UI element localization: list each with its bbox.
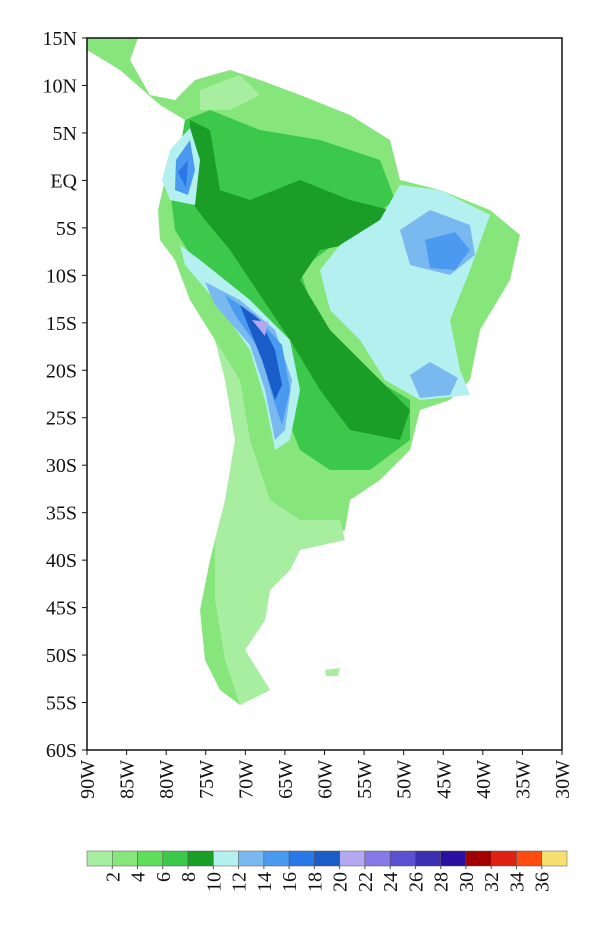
x-tick-label: 65W bbox=[275, 760, 297, 799]
colorbar-box bbox=[288, 850, 315, 867]
colorbar-label: 6 bbox=[153, 872, 175, 882]
x-tick-label: 45W bbox=[433, 760, 455, 799]
north-pale bbox=[200, 75, 260, 110]
colorbar-box bbox=[339, 850, 366, 867]
x-tick-label: 90W bbox=[77, 760, 99, 799]
colorbar-box bbox=[263, 850, 290, 867]
y-tick-label: 25S bbox=[46, 408, 77, 430]
y-tick-label: 50S bbox=[46, 645, 77, 667]
colorbar-box bbox=[389, 850, 416, 867]
colorbar-label: 18 bbox=[304, 872, 326, 892]
x-tick-label: 55W bbox=[354, 760, 376, 799]
colorbar-box bbox=[440, 850, 467, 867]
x-tick-label: 75W bbox=[196, 760, 218, 799]
y-tick-label: 5S bbox=[56, 218, 77, 240]
colorbar-box bbox=[112, 850, 138, 867]
colorbar-box bbox=[490, 850, 517, 867]
colorbar-label: 4 bbox=[128, 872, 150, 882]
colorbar-label: 30 bbox=[456, 872, 478, 892]
colorbar-label: 26 bbox=[405, 872, 427, 892]
x-tick-label: 80W bbox=[156, 760, 178, 799]
x-tick-label: 40W bbox=[473, 760, 495, 799]
y-tick-label: 5N bbox=[53, 123, 77, 145]
colorbar-label: 24 bbox=[380, 872, 402, 892]
y-tick-label: 15N bbox=[43, 28, 77, 50]
colorbar-label: 36 bbox=[532, 872, 554, 892]
colorbar-box bbox=[238, 850, 265, 867]
colorbar-box bbox=[516, 850, 542, 867]
colorbar-label: 12 bbox=[229, 872, 251, 892]
y-tick-label: 45S bbox=[46, 598, 77, 620]
y-tick-label: EQ bbox=[50, 170, 77, 192]
y-tick-label: 10N bbox=[43, 75, 77, 97]
dry-south bbox=[215, 340, 345, 705]
colorbar-box bbox=[364, 850, 391, 867]
y-tick-label: 60S bbox=[46, 740, 77, 762]
tierra bbox=[325, 668, 340, 676]
colorbar-label: 16 bbox=[279, 872, 301, 892]
colorbar-label: 32 bbox=[481, 872, 503, 892]
colorbar-box bbox=[415, 850, 441, 867]
colorbar-box bbox=[137, 850, 164, 867]
colorbar-box bbox=[541, 850, 568, 867]
colorbar-box bbox=[162, 850, 189, 867]
east-moist-2 bbox=[410, 362, 458, 398]
colorbar-label: 34 bbox=[506, 872, 528, 892]
x-tick-label: 50W bbox=[394, 760, 416, 799]
colorbar-box bbox=[187, 850, 214, 867]
y-tick-label: 40S bbox=[46, 550, 77, 572]
colorbar-box bbox=[314, 850, 340, 867]
y-tick-label: 15S bbox=[46, 313, 77, 335]
colorbar-box bbox=[213, 850, 239, 867]
colorbar-label: 14 bbox=[254, 872, 276, 892]
colorbar-label: 20 bbox=[330, 872, 352, 892]
y-tick-label: 20S bbox=[46, 360, 77, 382]
colorbar-label: 10 bbox=[203, 872, 225, 892]
colorbar-box bbox=[86, 850, 113, 867]
colorbar-label: 2 bbox=[102, 872, 124, 882]
x-tick-label: 35W bbox=[512, 760, 534, 799]
y-tick-label: 35S bbox=[46, 503, 77, 525]
land bbox=[87, 38, 520, 705]
y-tick-label: 30S bbox=[46, 455, 77, 477]
andes-peak bbox=[240, 305, 282, 400]
x-tick-label: 30W bbox=[552, 760, 574, 799]
andes-wet bbox=[205, 282, 292, 440]
x-tick-label: 60W bbox=[315, 760, 337, 799]
colombia-core bbox=[178, 160, 188, 188]
colorbar-label: 8 bbox=[178, 872, 200, 882]
core-wet bbox=[190, 120, 410, 440]
y-tick-label: 10S bbox=[46, 265, 77, 287]
y-tick-label: 55S bbox=[46, 693, 77, 715]
x-tick-label: 85W bbox=[117, 760, 139, 799]
colorbar-box bbox=[465, 850, 492, 867]
colorbar-label: 22 bbox=[355, 872, 377, 892]
andes-max bbox=[252, 320, 268, 336]
x-tick-label: 70W bbox=[235, 760, 257, 799]
east-core bbox=[425, 232, 470, 270]
colorbar-label: 28 bbox=[431, 872, 453, 892]
